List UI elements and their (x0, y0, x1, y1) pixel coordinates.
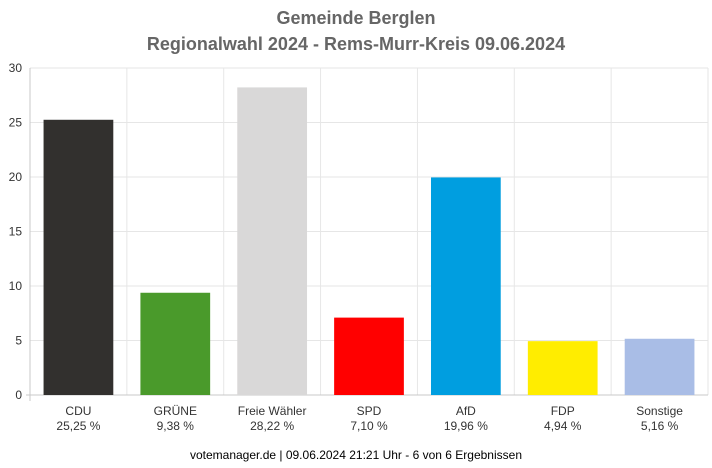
bar-sonstige (624, 338, 695, 395)
x-category-label: Sonstige (636, 404, 683, 418)
y-tick-label: 5 (15, 334, 22, 348)
bar-freie-w-hler (237, 87, 308, 395)
x-category-label: CDU (65, 404, 91, 418)
chart-title: Gemeinde Berglen (276, 8, 436, 28)
y-tick-label: 20 (9, 170, 23, 184)
bar-afd (430, 177, 501, 395)
x-value-label: 5,16 % (641, 419, 679, 433)
x-value-label: 19,96 % (444, 419, 488, 433)
x-category-label: GRÜNE (154, 404, 197, 418)
bar-gr-ne (140, 292, 211, 395)
y-tick-label: 25 (9, 116, 23, 130)
x-value-label: 4,94 % (544, 419, 582, 433)
y-tick-label: 0 (15, 388, 22, 402)
x-category-label: AfD (456, 404, 476, 418)
x-value-label: 7,10 % (350, 419, 388, 433)
y-tick-label: 15 (9, 225, 23, 239)
x-value-label: 28,22 % (250, 419, 294, 433)
bar-fdp (527, 341, 598, 395)
x-category-label: FDP (551, 404, 575, 418)
y-tick-label: 30 (9, 61, 23, 75)
x-category-label: Freie Wähler (238, 404, 307, 418)
bar-cdu (43, 119, 114, 396)
footer-source: votemanager.de | 09.06.2024 21:21 Uhr - … (189, 448, 522, 462)
chart-subtitle: Regionalwahl 2024 - Rems-Murr-Kreis 09.0… (146, 34, 566, 54)
y-tick-label: 10 (9, 279, 23, 293)
bar-spd (334, 317, 404, 395)
x-category-label: SPD (357, 404, 382, 418)
x-value-label: 9,38 % (157, 419, 195, 433)
x-value-label: 25,25 % (56, 419, 100, 433)
